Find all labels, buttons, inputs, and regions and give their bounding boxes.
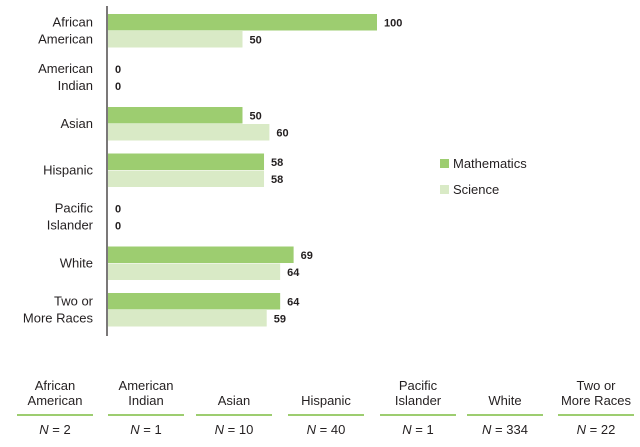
data-label-mathematics: 58: [271, 157, 283, 169]
bar-mathematics: [108, 14, 377, 31]
table-header-rule: [558, 414, 634, 416]
sample-size-header-row: African American American Indian Asian Hispan…: [0, 372, 640, 416]
legend-item-science: Science: [440, 176, 527, 202]
bar-science: [108, 263, 281, 280]
table-header-cell: Hispanic: [284, 393, 368, 408]
table-header-line: More Races: [560, 393, 632, 408]
table-header-line: American: [27, 393, 83, 408]
table-header-cell: Pacific Islander: [376, 378, 460, 408]
table-header-rule: [17, 414, 93, 416]
data-label-mathematics: 69: [301, 250, 313, 262]
table-n-cell: N = 1: [402, 422, 434, 437]
sample-size-value-row: N = 2 N = 1 N = 10 N = 40 N = 1 N = 334 N = 22: [0, 416, 640, 446]
table-header-line: Pacific: [398, 378, 438, 393]
table-n-cell: N = 22: [576, 422, 616, 437]
bar-science: [108, 31, 243, 48]
table-header-cell: African American: [13, 378, 97, 408]
bar-mathematics: [108, 293, 281, 310]
bar-mathematics: [108, 153, 265, 170]
category-label: Islander: [47, 218, 94, 233]
bar-chart: African American 100 50 American Indian 0 0 Asia…: [23, 6, 402, 336]
data-label-science: 59: [274, 313, 286, 325]
data-label-science: 58: [271, 174, 283, 186]
table-header-rule: [196, 414, 272, 416]
data-label-mathematics: 100: [384, 17, 402, 29]
table-n-cell: N = 10: [214, 422, 254, 437]
legend-swatch-mathematics: [440, 158, 449, 168]
data-label-science: 50: [250, 34, 262, 46]
data-label-science: 64: [287, 267, 300, 279]
legend-swatch-science: [440, 184, 449, 194]
legend-item-mathematics: Mathematics: [440, 150, 527, 176]
table-header-rule: [288, 414, 364, 416]
bar-mathematics: [108, 107, 243, 124]
data-label-science: 0: [115, 220, 121, 232]
table-header-line: Two or: [576, 378, 616, 393]
table-header-cell: American Indian: [104, 378, 188, 408]
table-header-rule: [380, 414, 456, 416]
legend: Mathematics Science: [440, 150, 527, 202]
category-label: White: [60, 256, 93, 271]
category-label: Indian: [58, 78, 93, 93]
data-label-science: 0: [115, 81, 121, 93]
table-header-rule: [467, 414, 543, 416]
table-n-cell: N = 2: [39, 422, 71, 437]
category-label: Hispanic: [43, 163, 93, 178]
table-header-cell: Asian: [192, 393, 276, 408]
category-label: Two or: [54, 294, 94, 309]
sample-size-table: African American American Indian Asian Hispan…: [0, 372, 640, 446]
table-header-line: Asian: [217, 393, 251, 408]
table-header-cell: White: [463, 393, 547, 408]
table-header-line: White: [488, 393, 522, 408]
table-header-line: Hispanic: [301, 393, 351, 408]
category-label: More Races: [23, 311, 94, 326]
table-header-line: Islander: [394, 393, 442, 408]
table-n-cell: N = 40: [306, 422, 346, 437]
category-label: American: [38, 61, 93, 76]
table-header-line: Indian: [128, 393, 164, 408]
data-label-science: 60: [276, 127, 288, 139]
table-header-line: American: [118, 378, 174, 393]
data-label-mathematics: 50: [250, 110, 262, 122]
category-label: Asian: [60, 116, 93, 131]
category-label: Pacific: [55, 201, 94, 216]
legend-label-mathematics: Mathematics: [453, 155, 527, 171]
bar-science: [108, 310, 267, 327]
category-label: American: [38, 32, 93, 47]
bar-science: [108, 124, 270, 141]
bar-mathematics: [108, 246, 294, 263]
bar-science: [108, 170, 265, 187]
table-n-cell: N = 334: [482, 422, 528, 437]
data-label-mathematics: 0: [115, 64, 121, 76]
data-label-mathematics: 0: [115, 203, 121, 215]
table-header-cell: Two or More Races: [554, 378, 638, 408]
legend-label-science: Science: [453, 181, 500, 197]
table-header-rule: [108, 414, 184, 416]
table-n-cell: N = 1: [130, 422, 162, 437]
category-label: African: [53, 15, 93, 30]
table-header-line: African: [34, 378, 76, 393]
data-label-mathematics: 64: [287, 296, 300, 308]
